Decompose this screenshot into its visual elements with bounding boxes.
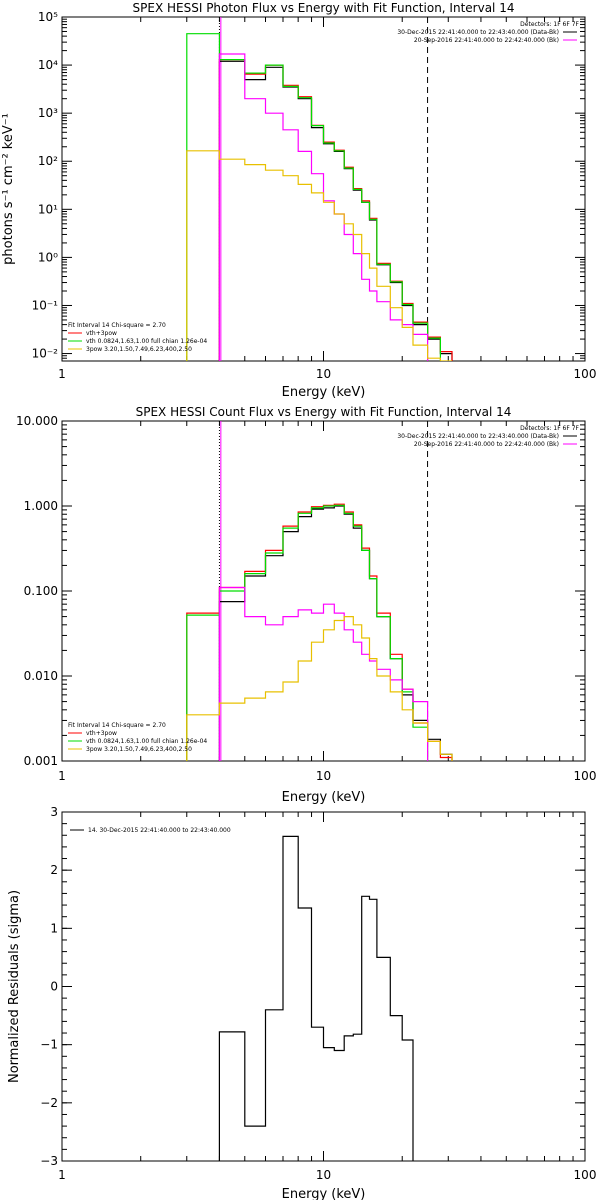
x-tick-label: 10 (316, 1168, 331, 1182)
chart-1: 1 10 100 10⁻² 10⁻¹ 10⁰ 10¹ 10² 10³ 10⁴ 10⁵ SPEX HES… (1, 1, 596, 400)
series-3-line (186, 33, 441, 361)
x-tick-label: 100 (574, 769, 597, 783)
x-tick-label: 1 (58, 367, 66, 381)
y-tick-label: 0.100 (24, 584, 58, 598)
detectors-label: Detectors: 1F 6F 7F (520, 425, 579, 432)
y-tick-label: 1.000 (24, 499, 58, 513)
chart-2: 1 10 100 0.001 0.010 0.100 1.000 10.000 SPEX HES… (16, 405, 596, 805)
legend-bottom-entry: 3pow 3.20,1.50,7.49,6.23,400,2.50 (86, 346, 192, 353)
series-1-line (218, 835, 429, 1161)
legend-top-entry: 20-Sep-2016 22:41:40.000 to 22:42:40.000… (414, 37, 559, 44)
series-4-line (218, 586, 429, 761)
legend-top-entry: 14. 30-Dec-2015 22:41:40.000 to 22:43:40… (88, 827, 231, 834)
x-tick-label: 1 (58, 769, 66, 783)
y-tick-label: 10⁴ (38, 58, 58, 72)
x-tick-label: 100 (574, 1168, 597, 1182)
y-tick-label: 10⁻¹ (32, 298, 59, 312)
y-tick-label: 10¹ (38, 202, 58, 216)
legend-bottom-entry: vth+3pow (86, 730, 117, 737)
plot-frame (61, 811, 586, 1162)
y-tick-label: −2 (40, 1096, 58, 1110)
y-tick-label: 0 (50, 980, 58, 994)
y-tick-label: 2 (50, 863, 58, 877)
chart-3: 1 10 100 −3 −2 −1 0 1 2 3 Energy (keV) Normalized R… (7, 805, 596, 1200)
series-1-line (218, 60, 453, 361)
y-tick-label: 3 (50, 805, 58, 819)
series-2-line (186, 503, 453, 761)
y-tick-label: 0.010 (24, 669, 58, 683)
legend-top-entry: 20-Sep-2016 22:41:40.000 to 22:42:40.000… (414, 441, 559, 448)
fit-interval-text: Fit Interval 14 Chi-square = 2.70 (68, 722, 166, 729)
x-tick-label: 100 (574, 367, 597, 381)
x-axis-label: Energy (keV) (282, 1187, 366, 1200)
x-axis-label: Energy (keV) (282, 790, 366, 805)
legend-top-entry: 30-Dec-2015 22:41:40.000 to 22:43:40.000… (397, 433, 559, 440)
y-tick-label: 10⁵ (38, 10, 58, 24)
y-tick-label: −3 (40, 1154, 58, 1168)
y-tick-label: 10⁰ (38, 250, 58, 264)
series-5-line (186, 150, 452, 361)
chart-title: SPEX HESSI Photon Flux vs Energy with Fi… (133, 1, 515, 15)
legend-bottom-entry: vth+3pow (86, 330, 117, 337)
detectors-label: Detectors: 1F 6F 7F (520, 21, 579, 28)
y-tick-label: 0.001 (24, 754, 58, 768)
y-axis-label: Normalized Residuals (sigma) (7, 890, 22, 1083)
fit-interval-text: Fit Interval 14 Chi-square = 2.70 (68, 322, 166, 329)
plot-frame (61, 420, 586, 762)
y-tick-label: 10³ (38, 106, 58, 120)
legend-bottom-entry: 3pow 3.20,1.50,7.49,6.23,400,2.50 (86, 746, 192, 753)
series-4-line (218, 53, 429, 361)
y-tick-label: 10.000 (16, 414, 58, 428)
series-5-line (186, 616, 453, 761)
y-tick-label: 1 (50, 921, 58, 935)
y-axis-label: photons s⁻¹ cm⁻² keV⁻¹ (1, 113, 16, 265)
series-2-line (218, 59, 453, 361)
series-3-line (186, 504, 429, 761)
x-tick-label: 10 (316, 769, 331, 783)
legend-bottom-entry: vth 0.0824,1.63,1.00 full chian 1.26e-04 (86, 338, 207, 345)
legend-top-entry: 30-Dec-2015 22:41:40.000 to 22:43:40.000… (397, 29, 559, 36)
x-tick-label: 10 (316, 367, 331, 381)
x-tick-label: 1 (58, 1168, 66, 1182)
chart-title: SPEX HESSI Count Flux vs Energy with Fit… (136, 405, 512, 419)
y-tick-label: −1 (40, 1038, 58, 1052)
y-tick-label: 10² (38, 154, 58, 168)
y-tick-label: 10⁻² (32, 347, 59, 361)
legend-bottom-entry: vth 0.0824,1.63,1.00 full chian 1.26e-04 (86, 738, 207, 745)
x-axis-label: Energy (keV) (282, 385, 366, 400)
